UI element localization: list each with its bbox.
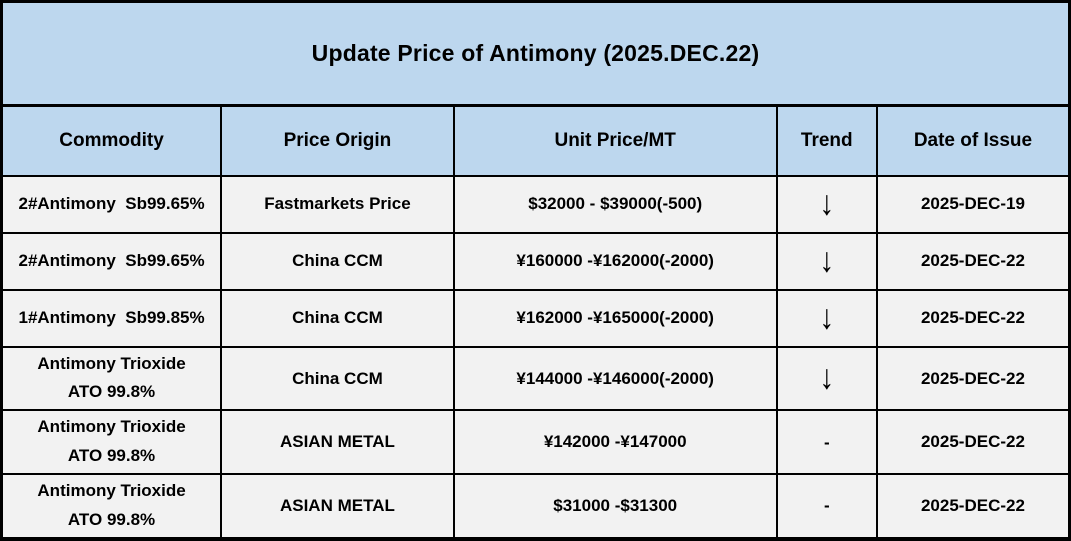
price-origin-cell: ASIAN METAL — [220, 473, 455, 540]
unit-price-cell: ¥162000 -¥165000(-2000) — [452, 288, 778, 348]
price-origin-cell: China CCM — [220, 231, 455, 291]
column-header-date: Date of Issue — [875, 104, 1071, 177]
table-row: 1#Antimony Sb99.85% China CCM ¥162000 -¥… — [0, 288, 1071, 348]
price-origin-cell: China CCM — [220, 345, 455, 412]
column-header-unit-price: Unit Price/MT — [452, 104, 778, 177]
unit-price-cell: ¥144000 -¥146000(-2000) — [452, 345, 778, 412]
date-of-issue-cell: 2025-DEC-22 — [875, 288, 1071, 348]
title-row: Update Price of Antimony (2025.DEC.22) — [0, 0, 1071, 107]
column-header-trend: Trend — [775, 104, 878, 177]
table-row: Antimony Trioxide ATO 99.8% ASIAN METAL … — [0, 473, 1071, 540]
trend-cell: - — [775, 473, 878, 540]
price-origin-cell: ASIAN METAL — [220, 409, 455, 476]
price-table-body: 2#Antimony Sb99.65% Fastmarkets Price $3… — [0, 174, 1071, 540]
commodity-cell: Antimony Trioxide ATO 99.8% — [0, 409, 223, 476]
trend-indicator: - — [823, 496, 830, 516]
trend-cell: ↓ — [775, 231, 878, 291]
unit-price-cell: ¥160000 -¥162000(-2000) — [452, 231, 778, 291]
date-of-issue-cell: 2025-DEC-22 — [875, 409, 1071, 476]
trend-cell: ↓ — [775, 345, 878, 412]
commodity-cell: 2#Antimony Sb99.65% — [0, 231, 223, 291]
trend-indicator: - — [823, 432, 830, 452]
commodity-cell: Antimony Trioxide ATO 99.8% — [0, 473, 223, 540]
trend-indicator: ↓ — [819, 241, 835, 280]
column-header-commodity: Commodity — [0, 104, 223, 177]
page-title: Update Price of Antimony (2025.DEC.22) — [0, 0, 1071, 107]
date-of-issue-cell: 2025-DEC-22 — [875, 231, 1071, 291]
trend-indicator: ↓ — [819, 184, 835, 223]
price-origin-cell: China CCM — [220, 288, 455, 348]
date-of-issue-cell: 2025-DEC-22 — [875, 473, 1071, 540]
table-row: Antimony Trioxide ATO 99.8% China CCM ¥1… — [0, 345, 1071, 412]
commodity-cell: 2#Antimony Sb99.65% — [0, 174, 223, 234]
unit-price-cell: $31000 -$31300 — [452, 473, 778, 540]
unit-price-cell: ¥142000 -¥147000 — [452, 409, 778, 476]
header-row: Commodity Price Origin Unit Price/MT Tre… — [0, 104, 1071, 177]
table-row: 2#Antimony Sb99.65% China CCM ¥160000 -¥… — [0, 231, 1071, 291]
table-row: Antimony Trioxide ATO 99.8% ASIAN METAL … — [0, 409, 1071, 476]
table-row: 2#Antimony Sb99.65% Fastmarkets Price $3… — [0, 174, 1071, 234]
commodity-cell: 1#Antimony Sb99.85% — [0, 288, 223, 348]
trend-cell: - — [775, 409, 878, 476]
trend-cell: ↓ — [775, 174, 878, 234]
trend-cell: ↓ — [775, 288, 878, 348]
price-origin-cell: Fastmarkets Price — [220, 174, 455, 234]
unit-price-cell: $32000 - $39000(-500) — [452, 174, 778, 234]
trend-indicator: ↓ — [819, 298, 835, 337]
date-of-issue-cell: 2025-DEC-19 — [875, 174, 1071, 234]
column-header-price-origin: Price Origin — [220, 104, 455, 177]
commodity-cell: Antimony Trioxide ATO 99.8% — [0, 345, 223, 412]
trend-indicator: ↓ — [819, 358, 835, 397]
date-of-issue-cell: 2025-DEC-22 — [875, 345, 1071, 412]
